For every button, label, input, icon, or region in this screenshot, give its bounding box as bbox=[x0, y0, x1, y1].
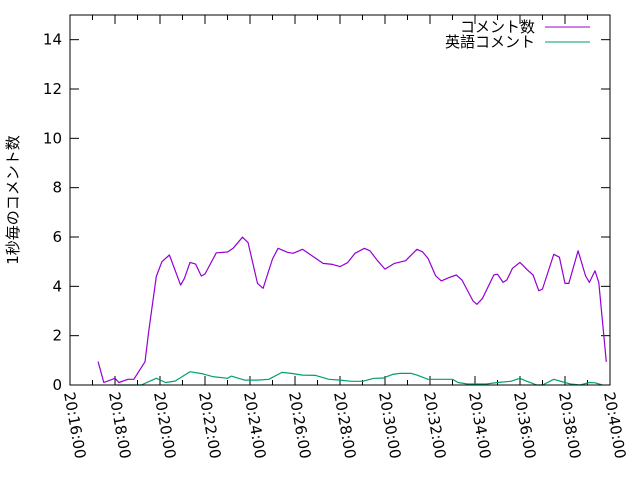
x-tick-label: 20:18:00 bbox=[105, 391, 134, 460]
series-lines bbox=[97, 236, 607, 386]
x-tick-label: 20:22:00 bbox=[195, 391, 224, 460]
x-tick-label: 20:40:00 bbox=[600, 391, 629, 460]
legend: コメント数 英語コメント bbox=[445, 18, 590, 51]
y-tick-label: 10 bbox=[43, 129, 62, 147]
y-tick-label: 0 bbox=[52, 376, 62, 394]
y-tick-label: 4 bbox=[52, 277, 62, 295]
x-tick-label: 20:38:00 bbox=[555, 391, 584, 460]
y-tick-labels: 0 2 4 6 8 10 12 14 bbox=[43, 31, 62, 394]
x-tick-label: 20:28:00 bbox=[330, 391, 359, 460]
y-tick-label: 8 bbox=[52, 179, 62, 197]
x-tick-label: 20:26:00 bbox=[285, 391, 314, 460]
x-tick-label: 20:36:00 bbox=[510, 391, 539, 460]
y-tick-label: 12 bbox=[43, 80, 62, 98]
y-tick-label: 6 bbox=[52, 228, 62, 246]
ticks bbox=[69, 15, 611, 386]
x-tick-label: 20:16:00 bbox=[60, 391, 89, 460]
series-line-1 bbox=[116, 371, 603, 386]
y-tick-label: 2 bbox=[52, 327, 62, 345]
x-tick-label: 20:30:00 bbox=[375, 391, 404, 460]
y-tick-label: 14 bbox=[43, 31, 62, 49]
x-tick-label: 20:34:00 bbox=[465, 391, 494, 460]
plot-border bbox=[69, 14, 611, 386]
x-tick-label: 20:20:00 bbox=[150, 391, 179, 460]
y-axis-label: 1秒毎のコメント数 bbox=[4, 135, 22, 265]
legend-label-0: コメント数 bbox=[460, 18, 535, 36]
x-tick-label: 20:24:00 bbox=[240, 391, 269, 460]
x-tick-label: 20:32:00 bbox=[420, 391, 449, 460]
series-line-0 bbox=[97, 236, 607, 384]
x-tick-labels: 20:16:00 20:18:00 20:20:00 20:22:00 20:24:00… bbox=[60, 391, 629, 460]
legend-label-1: 英語コメント bbox=[445, 33, 535, 51]
